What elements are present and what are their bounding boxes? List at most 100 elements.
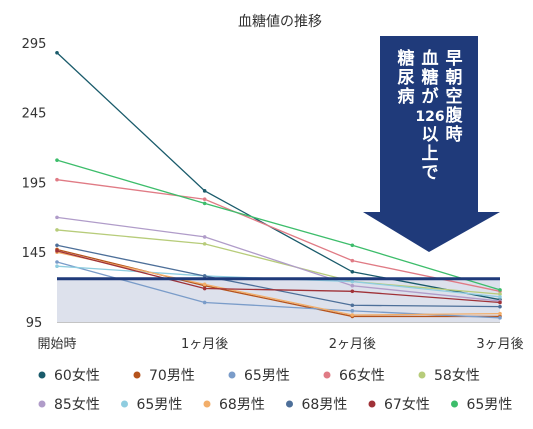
data-point <box>498 300 502 305</box>
series-lines <box>55 50 502 320</box>
legend-marker <box>451 400 458 408</box>
callout-arrow-shape <box>363 36 500 252</box>
data-point <box>202 189 207 193</box>
legend-item: 70男性 <box>133 368 195 384</box>
data-point <box>350 269 355 274</box>
legend-marker <box>203 400 211 408</box>
series-5 <box>55 215 502 303</box>
series-0 <box>55 50 502 302</box>
legend-item: 65男性 <box>228 368 290 384</box>
x-tick-label: 1ヶ月後 <box>181 337 228 352</box>
legend-label: 68男性 <box>302 397 348 413</box>
legend-marker <box>121 400 128 408</box>
y-tick-label: 145 <box>22 246 47 261</box>
data-point <box>55 243 59 248</box>
x-tick-label: 開始時 <box>37 337 76 352</box>
legend-label: 68男性 <box>219 397 265 413</box>
legend-item: 60女性 <box>38 367 100 384</box>
data-point <box>498 304 502 309</box>
legend-label: 70男性 <box>149 368 195 384</box>
legend-item: 68男性 <box>286 397 347 413</box>
series-8 <box>55 243 502 309</box>
data-point <box>350 303 355 308</box>
series-4 <box>55 228 502 296</box>
data-point <box>55 50 59 55</box>
x-tick-label: 2ヶ月後 <box>329 337 376 352</box>
legend-marker <box>133 371 141 379</box>
data-point <box>498 288 502 292</box>
y-tick-label: 245 <box>22 107 47 122</box>
data-point <box>350 289 355 294</box>
legend-marker <box>228 371 236 379</box>
legend-label: 58女性 <box>434 367 480 384</box>
legend-item: 66女性 <box>323 367 385 384</box>
data-point <box>55 264 59 268</box>
data-point <box>498 295 502 299</box>
data-point <box>350 309 355 313</box>
y-tick-label: 295 <box>22 37 47 52</box>
data-point <box>350 313 355 317</box>
series-line <box>56 251 501 316</box>
data-point <box>202 197 207 202</box>
y-tick-label: 195 <box>22 176 47 191</box>
series-line <box>56 159 501 291</box>
data-point <box>202 286 207 291</box>
legend-item: 58女性 <box>418 367 480 384</box>
series-10 <box>55 158 502 292</box>
legend-marker <box>418 371 426 379</box>
data-point <box>202 201 207 206</box>
series-line <box>56 250 501 304</box>
data-point <box>55 249 59 253</box>
legend-label: 65男性 <box>244 368 290 384</box>
legend-item: 68男性 <box>203 397 265 413</box>
callout-text-column: 血糖が 126 以上で <box>415 48 444 183</box>
legend-item: 85女性 <box>38 396 100 413</box>
series-line <box>56 179 501 292</box>
legend-label: 60女性 <box>54 367 100 384</box>
x-axis-ticks: 開始時 1ヶ月後 2ヶ月後 3ヶ月後 <box>37 337 523 352</box>
data-point <box>55 228 59 232</box>
series-9 <box>55 249 502 305</box>
y-tick-label: 95 <box>26 316 43 331</box>
data-point <box>55 215 59 220</box>
x-tick-label: 3ヶ月後 <box>476 337 523 352</box>
series-line <box>56 216 501 302</box>
legend-marker <box>286 400 293 408</box>
data-point <box>202 282 207 287</box>
data-point <box>55 177 59 182</box>
data-point <box>202 242 207 246</box>
data-point <box>350 243 355 248</box>
data-point <box>498 316 502 320</box>
series-line <box>56 244 501 308</box>
data-point <box>498 311 502 316</box>
legend-marker <box>38 400 46 408</box>
data-point <box>498 292 502 296</box>
legend-marker <box>368 400 376 408</box>
chart-title: 血糖値の推移 <box>238 14 322 30</box>
series-line <box>56 229 501 295</box>
data-point <box>202 274 207 278</box>
data-point <box>202 235 207 239</box>
series-line <box>56 248 500 318</box>
data-point <box>350 258 355 263</box>
series-line <box>56 52 501 301</box>
legend-item: 65男性 <box>121 397 182 413</box>
data-point <box>202 300 207 305</box>
callout-text-column: 糖尿病 <box>398 48 415 107</box>
data-point <box>350 283 355 288</box>
legend-label: 85女性 <box>54 396 100 413</box>
callout-text-column: 早朝空腹時 <box>446 49 464 145</box>
legend-label: 67女性 <box>384 396 430 413</box>
legend-marker <box>38 371 46 379</box>
legend: 60女性 70男性 65男性 66女性 58女性 85女性 65男性 68男性 68男性 67女性… <box>38 367 512 413</box>
legend-item: 67女性 <box>368 396 430 413</box>
legend-marker <box>323 371 331 379</box>
y-axis-ticks: 95 145 195 245 295 <box>22 37 47 331</box>
data-point <box>350 279 355 284</box>
legend-label: 65男性 <box>137 397 183 413</box>
legend-label: 66女性 <box>339 367 385 384</box>
data-point <box>55 158 59 162</box>
legend-item: 65男性 <box>451 397 512 413</box>
